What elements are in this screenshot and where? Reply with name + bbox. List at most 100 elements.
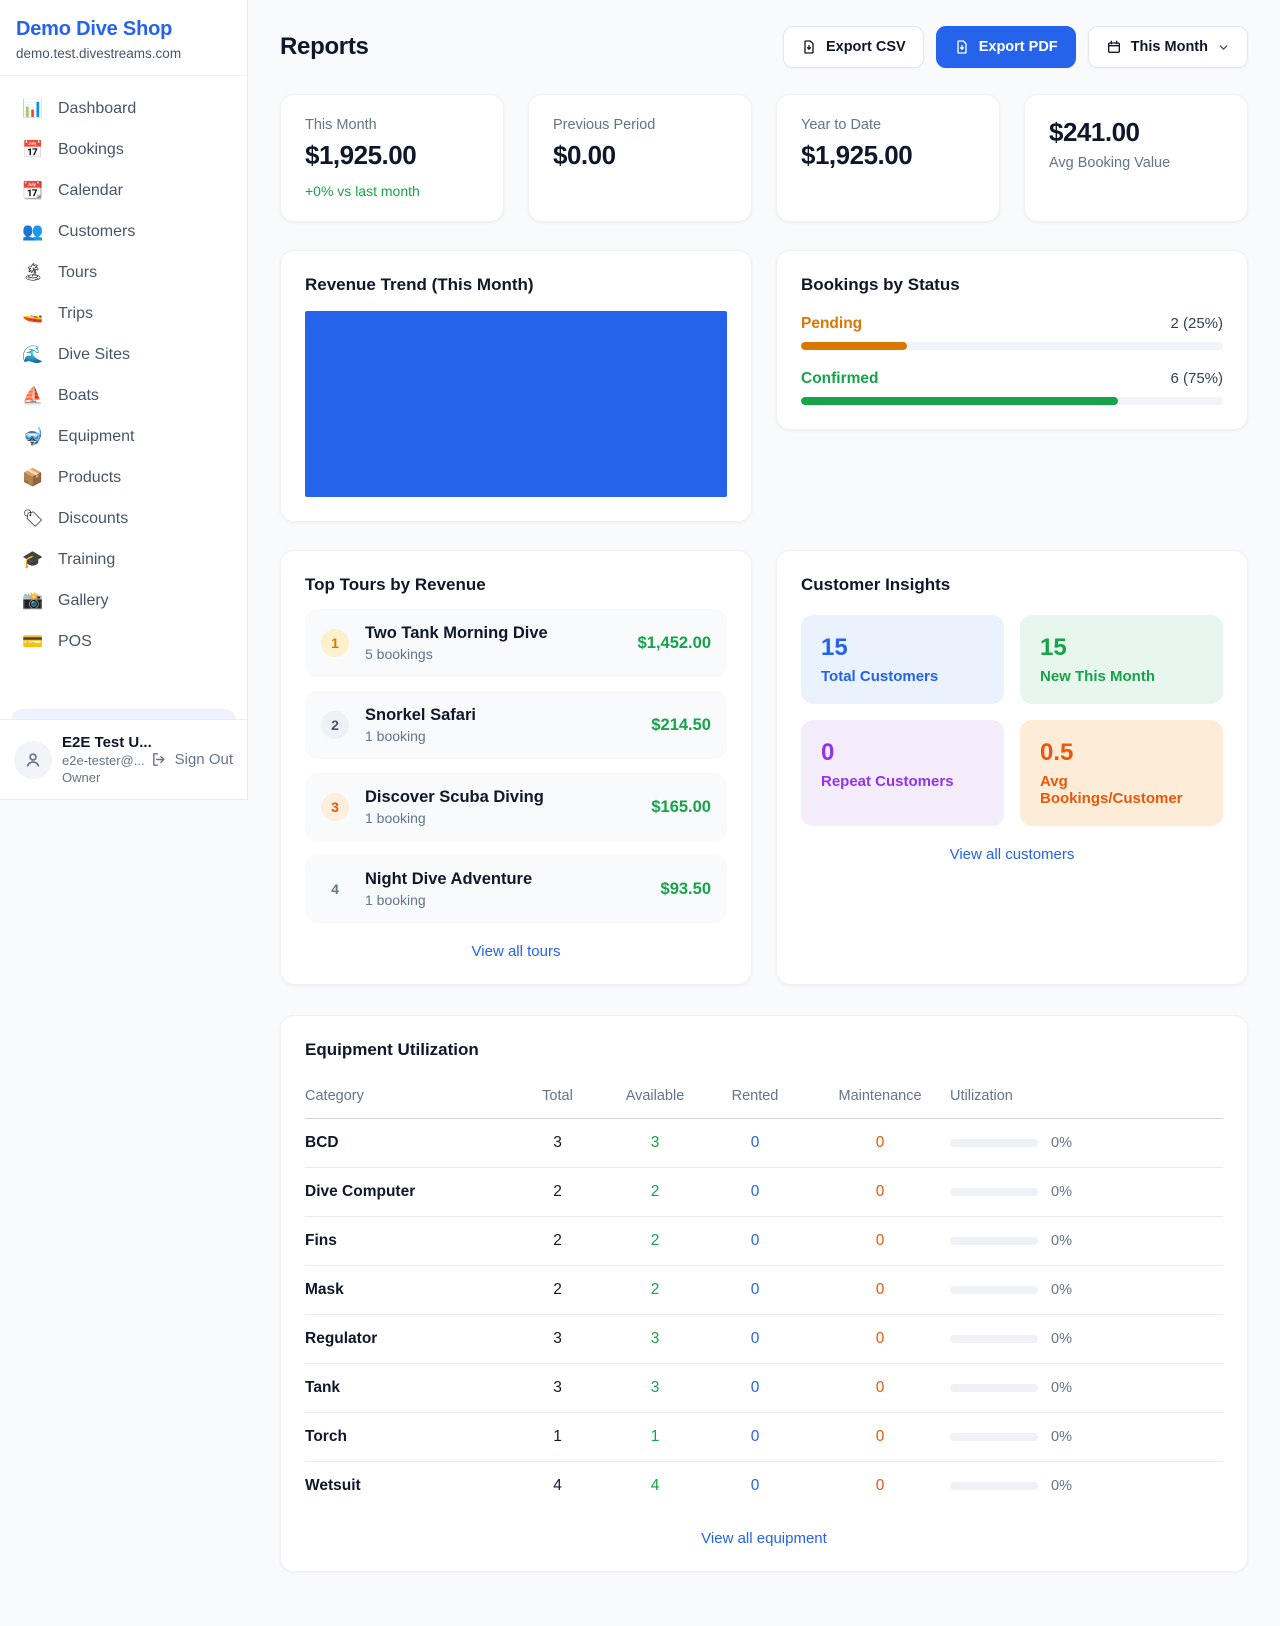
cell-category: Tank xyxy=(305,1363,505,1413)
rank-badge: 2 xyxy=(321,711,349,739)
status-value: 2 (25%) xyxy=(1170,315,1223,332)
tour-row: 1 Two Tank Morning Dive 5 bookings $1,45… xyxy=(305,609,727,677)
cell-category: Fins xyxy=(305,1216,505,1266)
tile-new-this-month: 15 New This Month xyxy=(1020,615,1223,704)
period-select[interactable]: This Month xyxy=(1087,26,1248,68)
dive-sites-icon: 🌊 xyxy=(22,345,44,364)
cell-available: 1 xyxy=(610,1412,700,1462)
period-label: This Month xyxy=(1130,39,1208,55)
tour-name: Discover Scuba Diving xyxy=(365,788,544,806)
sidebar-item-pos[interactable]: 💳 POS xyxy=(12,622,235,662)
sidebar-item-label: Calendar xyxy=(58,182,123,199)
sidebar-item-gallery[interactable]: 📸 Gallery xyxy=(12,581,235,621)
utilization-percent: 0% xyxy=(1051,1184,1072,1200)
stat-value: $1,925.00 xyxy=(305,140,417,170)
sidebar-item-label: Tours xyxy=(58,264,98,281)
tour-revenue: $1,452.00 xyxy=(637,633,711,652)
products-icon: 📦 xyxy=(22,468,44,487)
header-actions: Export CSV Export PDF This Month xyxy=(782,26,1248,68)
user-info: E2E Test U... e2e-tester@... Owner xyxy=(62,734,152,785)
sidebar-item-calendar[interactable]: 📆 Calendar xyxy=(12,171,235,211)
bookings-by-status-card: Bookings by Status Pending 2 (25%) Confi… xyxy=(776,250,1248,430)
stat-card-avg-booking-value: $241.00 Avg Booking Value xyxy=(1024,94,1248,222)
utilization-bar xyxy=(950,1335,1038,1343)
col-category: Category xyxy=(305,1078,505,1119)
status-label: Confirmed xyxy=(801,370,879,387)
cell-rented: 0 xyxy=(700,1363,810,1413)
cell-total: 2 xyxy=(505,1167,610,1217)
view-all-equipment-link[interactable]: View all equipment xyxy=(701,1530,827,1547)
export-csv-button[interactable]: Export CSV xyxy=(782,26,924,68)
utilization-bar xyxy=(950,1139,1038,1147)
utilization-cell: 0% xyxy=(950,1478,1223,1494)
cell-rented: 0 xyxy=(700,1118,810,1168)
equipment-header-row: Category Total Available Rented Maintena… xyxy=(305,1078,1223,1119)
cell-category: Dive Computer xyxy=(305,1167,505,1217)
utilization-bar xyxy=(950,1286,1038,1294)
sidebar-item-tours[interactable]: 🏝 Tours xyxy=(12,253,235,293)
sidebar-item-discounts[interactable]: 🏷 Discounts xyxy=(12,499,235,539)
dashboard-icon: 📊 xyxy=(22,99,44,118)
sidebar-item-customers[interactable]: 👥 Customers xyxy=(12,212,235,252)
sidebar-item-boats[interactable]: ⛵ Boats xyxy=(12,376,235,416)
brand-block: Demo Dive Shop demo.test.divestreams.com xyxy=(0,0,247,76)
customer-insights-card: Customer Insights 15 Total Customers 15 … xyxy=(776,550,1248,985)
sidebar-item-label: Dive Sites xyxy=(58,346,131,363)
export-csv-label: Export CSV xyxy=(825,39,906,55)
tour-bookings: 1 booking xyxy=(365,892,426,908)
tour-row: 3 Discover Scuba Diving 1 booking $165.0… xyxy=(305,773,727,841)
stat-value: $1,925.00 xyxy=(801,140,913,170)
utilization-cell: 0% xyxy=(950,1184,1223,1200)
utilization-bar xyxy=(950,1384,1038,1392)
view-all-customers-link[interactable]: View all customers xyxy=(949,846,1075,863)
stat-label: Year to Date xyxy=(801,117,882,133)
tile-total-customers: 15 Total Customers xyxy=(801,615,1004,704)
status-bar-fill xyxy=(801,397,1118,405)
shop-domain: demo.test.divestreams.com xyxy=(16,46,182,61)
rank-badge: 4 xyxy=(331,881,339,897)
table-row: Wetsuit 4 4 0 0 0% xyxy=(305,1462,1223,1511)
sidebar-item-label: Bookings xyxy=(58,141,124,158)
sidebar-item-bookings[interactable]: 📅 Bookings xyxy=(12,130,235,170)
status-bar-track xyxy=(801,397,1223,405)
utilization-cell: 0% xyxy=(950,1331,1223,1347)
table-row: Fins 2 2 0 0 0% xyxy=(305,1216,1223,1266)
export-pdf-button[interactable]: Export PDF xyxy=(935,26,1076,68)
document-download-icon xyxy=(957,40,967,54)
table-row: Mask 2 2 0 0 0% xyxy=(305,1265,1223,1315)
bookings-icon: 📅 xyxy=(22,140,44,159)
sidebar-item-products[interactable]: 📦 Products xyxy=(12,458,235,498)
utilization-bar xyxy=(950,1188,1038,1196)
sidebar-item-trips[interactable]: 🚤 Trips xyxy=(12,294,235,334)
sidebar-item-training[interactable]: 🎓 Training xyxy=(12,540,235,580)
table-row: BCD 3 3 0 0 0% xyxy=(305,1118,1223,1168)
col-maintenance: Maintenance xyxy=(810,1078,950,1119)
cell-available: 2 xyxy=(610,1167,700,1217)
utilization-percent: 0% xyxy=(1051,1380,1072,1396)
cell-category: BCD xyxy=(305,1118,505,1168)
main-content: Reports Export CSV Export PDF xyxy=(248,0,1280,1626)
tile-label: New This Month xyxy=(1040,668,1155,685)
utilization-cell: 0% xyxy=(950,1233,1223,1249)
sidebar-item-reports-peek[interactable] xyxy=(12,709,235,719)
tile-repeat-customers: 0 Repeat Customers xyxy=(801,720,1004,826)
sidebar-item-equipment[interactable]: 🤿 Equipment xyxy=(12,417,235,457)
sidebar-item-dashboard[interactable]: 📊 Dashboard xyxy=(12,89,235,129)
stat-label: Previous Period xyxy=(553,117,656,133)
insight-tiles: 15 Total Customers 15 New This Month 0 R… xyxy=(801,615,1223,826)
cell-maintenance: 0 xyxy=(810,1363,950,1413)
cell-total: 4 xyxy=(553,1477,562,1494)
cell-available: 3 xyxy=(610,1314,700,1364)
export-pdf-label: Export PDF xyxy=(978,39,1058,55)
insights-row: Top Tours by Revenue 1 Two Tank Morning … xyxy=(280,550,1248,985)
sidebar-item-label: Boats xyxy=(58,387,99,404)
sidebar-item-dive-sites[interactable]: 🌊 Dive Sites xyxy=(12,335,235,375)
sign-out-icon xyxy=(152,753,165,766)
utilization-cell: 0% xyxy=(950,1135,1223,1151)
cell-rented: 0 xyxy=(750,1477,760,1494)
view-all-tours-link[interactable]: View all tours xyxy=(471,943,561,960)
equipment-utilization-title: Equipment Utilization xyxy=(305,1040,479,1059)
utilization-percent: 0% xyxy=(1051,1135,1072,1151)
sign-out-button[interactable]: Sign Out xyxy=(151,751,233,768)
cell-maintenance: 0 xyxy=(810,1412,950,1462)
